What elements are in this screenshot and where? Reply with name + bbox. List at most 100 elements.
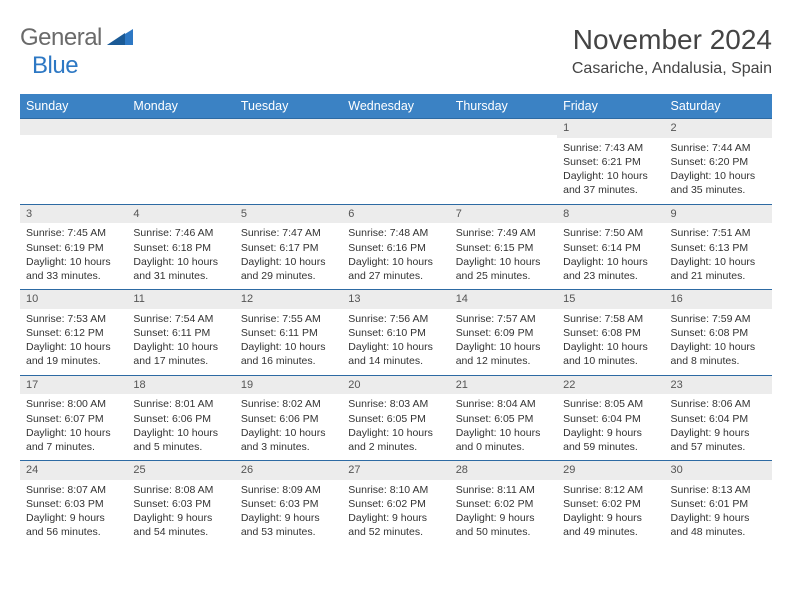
day-body-empty [342,135,449,183]
weekday-header: Tuesday [235,94,342,119]
day-number: 22 [557,376,664,395]
day-number: 21 [450,376,557,395]
daylight-text: Daylight: 9 hours and 53 minutes. [241,511,336,539]
daylight-text: Daylight: 10 hours and 35 minutes. [671,169,766,197]
sunset-text: Sunset: 6:06 PM [133,412,228,426]
sunrise-text: Sunrise: 8:05 AM [563,397,658,411]
sunrise-text: Sunrise: 7:58 AM [563,312,658,326]
day-body: Sunrise: 8:05 AMSunset: 6:04 PMDaylight:… [557,394,664,460]
sunset-text: Sunset: 6:15 PM [456,241,551,255]
day-number: 27 [342,461,449,480]
daylight-text: Daylight: 9 hours and 57 minutes. [671,426,766,454]
day-body: Sunrise: 7:46 AMSunset: 6:18 PMDaylight:… [127,223,234,289]
daylight-text: Daylight: 9 hours and 54 minutes. [133,511,228,539]
calendar-cell [450,119,557,205]
title-block: November 2024 Casariche, Andalusia, Spai… [572,24,772,78]
logo-text-blue-wrap: Blue [32,52,78,80]
calendar-cell: 25Sunrise: 8:08 AMSunset: 6:03 PMDayligh… [127,461,234,546]
location-label: Casariche, Andalusia, Spain [572,60,772,78]
sunset-text: Sunset: 6:12 PM [26,326,121,340]
daylight-text: Daylight: 10 hours and 2 minutes. [348,426,443,454]
calendar-cell: 16Sunrise: 7:59 AMSunset: 6:08 PMDayligh… [665,290,772,376]
calendar-cell: 19Sunrise: 8:02 AMSunset: 6:06 PMDayligh… [235,375,342,461]
sunset-text: Sunset: 6:06 PM [241,412,336,426]
day-number: 28 [450,461,557,480]
day-number: 24 [20,461,127,480]
sunset-text: Sunset: 6:05 PM [456,412,551,426]
sunrise-text: Sunrise: 8:02 AM [241,397,336,411]
daylight-text: Daylight: 10 hours and 31 minutes. [133,255,228,283]
calendar-cell: 24Sunrise: 8:07 AMSunset: 6:03 PMDayligh… [20,461,127,546]
daylight-text: Daylight: 10 hours and 21 minutes. [671,255,766,283]
calendar-cell: 18Sunrise: 8:01 AMSunset: 6:06 PMDayligh… [127,375,234,461]
calendar-cell [20,119,127,205]
sunset-text: Sunset: 6:17 PM [241,241,336,255]
day-number: 29 [557,461,664,480]
sunset-text: Sunset: 6:07 PM [26,412,121,426]
daylight-text: Daylight: 10 hours and 23 minutes. [563,255,658,283]
sunrise-text: Sunrise: 8:03 AM [348,397,443,411]
day-number-empty [450,119,557,135]
sunrise-text: Sunrise: 7:56 AM [348,312,443,326]
sunrise-text: Sunrise: 7:50 AM [563,226,658,240]
day-number-empty [20,119,127,135]
logo-triangle-icon [107,27,133,50]
day-body: Sunrise: 8:08 AMSunset: 6:03 PMDaylight:… [127,480,234,546]
weekday-header: Wednesday [342,94,449,119]
sunset-text: Sunset: 6:04 PM [671,412,766,426]
sunset-text: Sunset: 6:18 PM [133,241,228,255]
day-body-empty [127,135,234,183]
daylight-text: Daylight: 10 hours and 33 minutes. [26,255,121,283]
sunrise-text: Sunrise: 7:44 AM [671,141,766,155]
sunset-text: Sunset: 6:21 PM [563,155,658,169]
sunset-text: Sunset: 6:03 PM [133,497,228,511]
calendar-cell: 21Sunrise: 8:04 AMSunset: 6:05 PMDayligh… [450,375,557,461]
calendar-row: 1Sunrise: 7:43 AMSunset: 6:21 PMDaylight… [20,119,772,205]
sunrise-text: Sunrise: 7:48 AM [348,226,443,240]
sunset-text: Sunset: 6:01 PM [671,497,766,511]
daylight-text: Daylight: 10 hours and 37 minutes. [563,169,658,197]
daylight-text: Daylight: 9 hours and 56 minutes. [26,511,121,539]
day-number: 19 [235,376,342,395]
day-number: 26 [235,461,342,480]
day-body: Sunrise: 7:45 AMSunset: 6:19 PMDaylight:… [20,223,127,289]
calendar-row: 3Sunrise: 7:45 AMSunset: 6:19 PMDaylight… [20,204,772,290]
day-body: Sunrise: 7:47 AMSunset: 6:17 PMDaylight:… [235,223,342,289]
sunrise-text: Sunrise: 7:54 AM [133,312,228,326]
sunset-text: Sunset: 6:13 PM [671,241,766,255]
daylight-text: Daylight: 10 hours and 25 minutes. [456,255,551,283]
daylight-text: Daylight: 10 hours and 14 minutes. [348,340,443,368]
sunrise-text: Sunrise: 8:08 AM [133,483,228,497]
calendar-cell: 26Sunrise: 8:09 AMSunset: 6:03 PMDayligh… [235,461,342,546]
sunrise-text: Sunrise: 7:53 AM [26,312,121,326]
day-body: Sunrise: 7:59 AMSunset: 6:08 PMDaylight:… [665,309,772,375]
sunrise-text: Sunrise: 8:12 AM [563,483,658,497]
calendar-cell: 5Sunrise: 7:47 AMSunset: 6:17 PMDaylight… [235,204,342,290]
header: General November 2024 Casariche, Andalus… [20,24,772,78]
calendar-cell: 28Sunrise: 8:11 AMSunset: 6:02 PMDayligh… [450,461,557,546]
daylight-text: Daylight: 10 hours and 16 minutes. [241,340,336,368]
weekday-header: Thursday [450,94,557,119]
day-number: 7 [450,205,557,224]
weekday-header: Monday [127,94,234,119]
weekday-header: Sunday [20,94,127,119]
sunset-text: Sunset: 6:09 PM [456,326,551,340]
day-body: Sunrise: 7:49 AMSunset: 6:15 PMDaylight:… [450,223,557,289]
sunrise-text: Sunrise: 8:09 AM [241,483,336,497]
day-number: 15 [557,290,664,309]
sunset-text: Sunset: 6:20 PM [671,155,766,169]
day-number: 12 [235,290,342,309]
calendar-cell: 15Sunrise: 7:58 AMSunset: 6:08 PMDayligh… [557,290,664,376]
month-title: November 2024 [572,24,772,56]
calendar-cell: 9Sunrise: 7:51 AMSunset: 6:13 PMDaylight… [665,204,772,290]
calendar-cell: 29Sunrise: 8:12 AMSunset: 6:02 PMDayligh… [557,461,664,546]
calendar-cell: 12Sunrise: 7:55 AMSunset: 6:11 PMDayligh… [235,290,342,376]
day-body: Sunrise: 8:09 AMSunset: 6:03 PMDaylight:… [235,480,342,546]
day-body: Sunrise: 8:07 AMSunset: 6:03 PMDaylight:… [20,480,127,546]
sunrise-text: Sunrise: 8:04 AM [456,397,551,411]
daylight-text: Daylight: 10 hours and 10 minutes. [563,340,658,368]
day-body: Sunrise: 8:10 AMSunset: 6:02 PMDaylight:… [342,480,449,546]
calendar-cell: 7Sunrise: 7:49 AMSunset: 6:15 PMDaylight… [450,204,557,290]
calendar-cell: 4Sunrise: 7:46 AMSunset: 6:18 PMDaylight… [127,204,234,290]
day-number-empty [235,119,342,135]
